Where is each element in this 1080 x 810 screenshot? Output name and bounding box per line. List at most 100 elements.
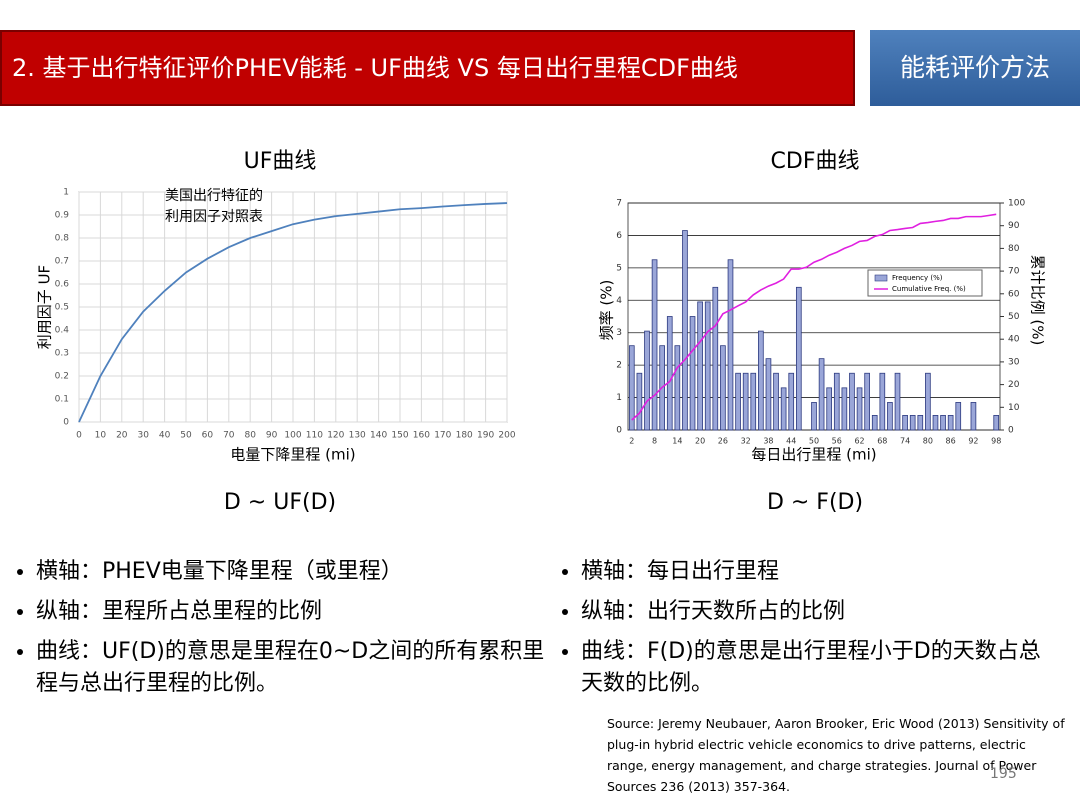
bar bbox=[864, 372, 870, 431]
x-tick-label: 90 bbox=[266, 431, 278, 441]
y2-tick-label: 10 bbox=[1008, 403, 1020, 413]
bar bbox=[689, 316, 696, 431]
bullet: 曲线：F(D)的意思是出行里程小于D的天数占总天数的比例。 bbox=[581, 636, 1045, 700]
y-tick-label: 1 bbox=[63, 188, 69, 198]
y-tick-label: 5 bbox=[616, 263, 622, 273]
y-tick-label: 4 bbox=[616, 296, 622, 306]
bar bbox=[909, 415, 916, 431]
panel-caption: D ~ UF(D) bbox=[223, 490, 337, 515]
y-tick-label: 7 bbox=[616, 199, 622, 209]
y2-tick-label: 80 bbox=[1008, 244, 1020, 254]
y2-tick-label: 30 bbox=[1008, 357, 1020, 367]
x-tick-label: 8 bbox=[652, 437, 657, 446]
y2-tick-label: 20 bbox=[1008, 380, 1020, 390]
y-tick-label: 3 bbox=[616, 328, 622, 338]
bar bbox=[750, 372, 757, 431]
bar bbox=[712, 286, 719, 431]
cumulative-line bbox=[631, 213, 997, 421]
x-tick-label: 120 bbox=[327, 431, 344, 441]
legend-label: Cumulative Freq. (%) bbox=[892, 285, 966, 293]
bar bbox=[795, 286, 802, 431]
header-title: 2. 基于出行特征评价PHEV能耗 - UF曲线 VS 每日出行里程CDF曲线 bbox=[0, 30, 855, 106]
bar bbox=[758, 330, 764, 431]
y-tick-label: 0 bbox=[63, 418, 69, 428]
x-tick-label: 160 bbox=[413, 431, 430, 441]
x-tick-label: 26 bbox=[718, 437, 728, 446]
bullet: 横轴：PHEV电量下降里程（或里程） bbox=[36, 556, 560, 588]
bar bbox=[720, 345, 726, 431]
bar bbox=[894, 372, 901, 431]
x-tick-label: 130 bbox=[349, 431, 366, 441]
x-tick-label: 80 bbox=[244, 431, 256, 441]
bullets-left: 横轴：PHEV电量下降里程（或里程） 纵轴：里程所占总里程的比例 曲线：UF(D… bbox=[0, 556, 560, 708]
x-tick-label: 20 bbox=[695, 437, 705, 446]
x-tick-label: 44 bbox=[786, 437, 796, 446]
bar bbox=[788, 372, 795, 431]
x-tick-label: 32 bbox=[741, 437, 751, 446]
y2-tick-label: 0 bbox=[1008, 426, 1014, 436]
bar bbox=[902, 415, 908, 431]
panel-caption: D ~ F(D) bbox=[766, 490, 864, 515]
x-tick-label: 110 bbox=[306, 431, 323, 441]
x-axis-label: 电量下降里程 (mi) bbox=[230, 446, 355, 464]
x-axis-label: 每日出行里程 (mi) bbox=[751, 446, 876, 464]
x-tick-label: 70 bbox=[223, 431, 235, 441]
bar bbox=[811, 402, 817, 431]
bar bbox=[917, 415, 924, 431]
uf-line bbox=[78, 202, 508, 423]
x-tick-label: 30 bbox=[137, 431, 149, 441]
bar bbox=[833, 372, 840, 431]
panel-title: UF曲线 bbox=[243, 149, 317, 174]
y-tick-label: 0.2 bbox=[55, 372, 69, 382]
y2-tick-label: 50 bbox=[1008, 312, 1020, 322]
x-tick-label: 50 bbox=[180, 431, 192, 441]
legend bbox=[867, 269, 983, 297]
y2-tick-label: 60 bbox=[1008, 289, 1020, 299]
bar bbox=[818, 358, 825, 431]
bullet: 纵轴：里程所占总里程的比例 bbox=[36, 596, 560, 628]
x-tick-label: 180 bbox=[456, 431, 473, 441]
y-tick-label: 0.3 bbox=[55, 349, 69, 359]
bullet: 纵轴：出行天数所占的比例 bbox=[581, 596, 1045, 628]
bar bbox=[735, 372, 741, 431]
annotation: 利用因子对照表 bbox=[165, 209, 263, 225]
bar bbox=[765, 358, 772, 431]
bullets-right: 横轴：每日出行里程 纵轴：出行天数所占的比例 曲线：F(D)的意思是出行里程小于… bbox=[545, 556, 1045, 708]
bar bbox=[879, 372, 886, 431]
bar bbox=[970, 402, 977, 431]
panel-title: CDF曲线 bbox=[770, 149, 860, 174]
bar bbox=[871, 415, 878, 431]
bar bbox=[856, 387, 863, 431]
y2-tick-label: 100 bbox=[1008, 199, 1025, 209]
bar bbox=[993, 415, 1000, 431]
y2-tick-label: 90 bbox=[1008, 221, 1020, 231]
x-tick-label: 68 bbox=[877, 437, 887, 446]
bar bbox=[651, 259, 658, 431]
x-tick-label: 140 bbox=[370, 431, 387, 441]
x-tick-label: 50 bbox=[809, 437, 819, 446]
bar bbox=[674, 345, 681, 431]
x-tick-label: 170 bbox=[434, 431, 451, 441]
bullet: 曲线：UF(D)的意思是里程在0~D之间的所有累积里程与总出行里程的比例。 bbox=[36, 636, 560, 700]
bar bbox=[773, 372, 779, 431]
annotation: 美国出行特征的 bbox=[165, 188, 263, 204]
x-tick-label: 200 bbox=[498, 431, 515, 441]
bar bbox=[780, 387, 787, 431]
y-tick-label: 0.9 bbox=[55, 211, 70, 221]
y-axis-label: 利用因子 UF bbox=[36, 265, 54, 349]
bar bbox=[849, 372, 855, 431]
page-number: 195 bbox=[990, 766, 1017, 782]
x-tick-label: 80 bbox=[923, 437, 933, 446]
y-tick-label: 0.8 bbox=[55, 234, 70, 244]
legend-swatch bbox=[874, 274, 888, 282]
x-tick-label: 60 bbox=[202, 431, 214, 441]
bar bbox=[636, 372, 643, 431]
y-tick-label: 0.7 bbox=[55, 257, 69, 267]
y-tick-label: 6 bbox=[616, 231, 622, 241]
source: Source: Jeremy Neubauer, Aaron Brooker, … bbox=[607, 716, 1065, 794]
x-tick-label: 150 bbox=[391, 431, 408, 441]
bar bbox=[947, 415, 954, 431]
x-tick-label: 2 bbox=[629, 437, 634, 446]
x-tick-label: 92 bbox=[968, 437, 978, 446]
